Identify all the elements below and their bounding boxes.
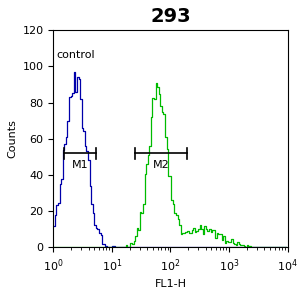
X-axis label: FL1-H: FL1-H bbox=[155, 279, 186, 289]
Text: M2: M2 bbox=[153, 160, 170, 170]
Title: 293: 293 bbox=[150, 7, 191, 26]
Text: M1: M1 bbox=[71, 160, 88, 170]
Text: control: control bbox=[56, 50, 95, 60]
Y-axis label: Counts: Counts bbox=[7, 119, 17, 158]
